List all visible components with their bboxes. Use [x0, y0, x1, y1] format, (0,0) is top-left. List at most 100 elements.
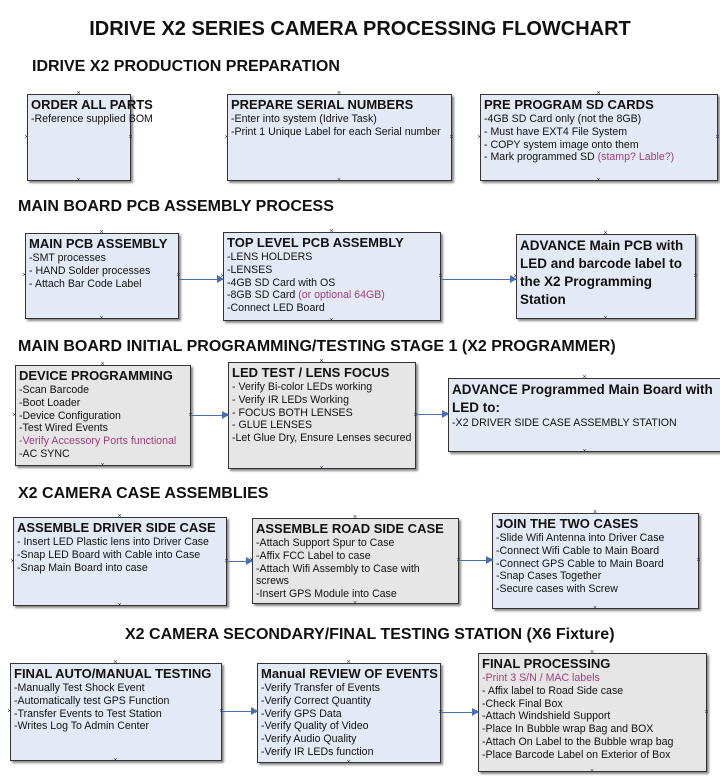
box-line: -Device Configuration [19, 410, 187, 423]
line-text: - Mark programmed SD [484, 151, 598, 164]
connection-handle-icon: × [100, 462, 105, 469]
line-text: -X2 DRIVER SIDE CASE ASSEMBLY STATION [452, 417, 677, 429]
box-line: -Secure cases with Screw [496, 583, 695, 596]
line-text: - Attach Bar Code Label [29, 277, 142, 290]
box-line: -Scan Barcode [19, 384, 187, 397]
connection-handle-icon: × [346, 759, 351, 766]
connection-handle-icon: × [329, 228, 334, 235]
box-line: - FOCUS BOTH LENSES [232, 407, 412, 420]
line-text: -Enter into system (Idrive Task) [231, 113, 377, 125]
line-text: -LENSES [227, 263, 273, 276]
line-text: -Let Glue Dry, Ensure Lenses secured [232, 432, 412, 445]
connection-handle-icon: × [188, 412, 193, 419]
box-line: - Attach Bar Code Label [29, 278, 175, 291]
box-title: ADVANCE Programmed Main Board with LED t… [452, 382, 713, 415]
process-box: MAIN PCB ASSEMBLY -SMT processes - HAND S… [25, 233, 179, 319]
connection-handle-icon: × [592, 509, 598, 516]
connection-handle-icon: × [413, 411, 418, 419]
connection-handle-icon: × [128, 133, 133, 141]
process-box: FINAL PROCESSING -Print 3 S/N / MAC labe… [478, 653, 707, 772]
line-text: -Affix FCC Label to case [256, 549, 371, 562]
connection-handle-icon: × [219, 708, 224, 715]
box-line: screws [256, 575, 455, 588]
section-heading: IDRIVE X2 PRODUCTION PREPARATION [32, 58, 340, 75]
section-heading: MAIN BOARD PCB ASSEMBLY PROCESS [18, 198, 334, 215]
connection-handle-icon: × [438, 272, 443, 280]
line-text: - Affix label to Road Side case [482, 684, 624, 697]
flow-arrow-icon [222, 707, 258, 715]
box-line: - Verify IR LEDs Working [232, 394, 412, 407]
box-title: LED TEST / LENS FOCUS [232, 365, 390, 380]
connection-handle-icon: × [22, 272, 27, 279]
connection-handle-icon: × [99, 229, 104, 236]
connection-handle-icon: × [704, 708, 709, 716]
box-title: JOIN THE TWO CASES [496, 516, 639, 531]
section-heading: X2 CAMERA SECONDARY/FINAL TESTING STATIO… [125, 626, 615, 643]
connection-handle-icon: × [76, 90, 81, 97]
connection-handle-icon: × [592, 605, 598, 612]
line-text: - GLUE LENSES [232, 419, 313, 432]
box-line: -Snap Main Board into case [17, 562, 223, 575]
line-text: -Attach Wifi Assembly to Case with [256, 562, 420, 575]
line-text: -AC SYNC [19, 447, 70, 460]
line-text: -Print 1 Unique Label for each Serial nu… [231, 125, 441, 138]
box-line: -Insert GPS Module into Case [256, 588, 455, 601]
process-box: DEVICE PROGRAMMING -Scan Barcode -Boot Loa… [15, 365, 191, 466]
box-line: -Verify Accessory Ports functional [19, 435, 187, 448]
connection-handle-icon: × [693, 272, 698, 280]
box-line: -Check Final Box [482, 698, 703, 711]
process-box: PREPARE SERIAL NUMBERS -Enter into system… [227, 94, 452, 181]
box-line: -Snap Cases Together [496, 570, 695, 583]
line-text: -Place In Bubble wrap Bag and BOX [482, 723, 654, 736]
connection-handle-icon: × [589, 768, 595, 775]
line-note: -Verify Accessory Ports functional [19, 435, 177, 448]
box-line: -LENSES [227, 264, 437, 277]
box-line: -Reference supplied BOM [31, 113, 153, 126]
line-text: -Snap Cases Together [496, 570, 602, 583]
connection-handle-icon: × [224, 558, 229, 565]
connection-handle-icon: × [477, 133, 482, 141]
line-text: -Connect Wifi Cable to Main Board [496, 544, 660, 557]
connection-handle-icon: × [329, 317, 334, 324]
connection-handle-icon: × [12, 411, 17, 419]
section-heading: MAIN BOARD INITIAL PROGRAMMING/TESTING S… [18, 338, 616, 355]
connection-handle-icon: × [582, 374, 587, 381]
box-line: -Enter into system (Idrive Task) [231, 113, 448, 126]
flowchart-title: IDRIVE X2 SERIES CAMERA PROCESSING FLOWC… [89, 18, 631, 40]
line-text: -Snap Main Board into case [17, 561, 148, 574]
line-text: - Must have EXT4 File System [484, 125, 628, 138]
process-box: ASSEMBLE DRIVER SIDE CASE - Insert LED Pl… [13, 517, 227, 606]
connection-handle-icon: × [596, 90, 601, 97]
connection-handle-icon: × [100, 361, 105, 368]
box-title: TOP LEVEL PCB ASSEMBLY [227, 235, 404, 250]
line-note: -Print 3 S/N / MAC labels [482, 672, 600, 684]
line-text: - FOCUS BOTH LENSES [232, 406, 353, 419]
box-line: -Verify Correct Quantity [261, 695, 437, 708]
process-box: ORDER ALL PARTS -Reference supplied BOM [27, 94, 153, 181]
line-text: -Verify Quality of Video [261, 720, 369, 733]
line-text: - HAND Solder processes [29, 264, 151, 277]
box-line: - COPY system image onto them [484, 139, 714, 152]
box-title: ORDER ALL PARTS [31, 97, 153, 112]
box-line: -Attach On Label to the Bubble wrap bag [482, 736, 703, 749]
flow-arrow-icon [441, 275, 517, 283]
connection-handle-icon: × [589, 649, 595, 656]
box-title: Manual REVIEW OF EVENTS [261, 666, 438, 681]
line-text: -Scan Barcode [19, 384, 90, 396]
box-line: - Must have EXT4 File System [484, 126, 714, 139]
box-line: -Attach Wifi Assembly to Case with [256, 563, 455, 576]
box-line: -Transfer Events to Test Station [14, 708, 218, 721]
flow-arrow-icon [416, 410, 449, 418]
line-text: -Transfer Events to Test Station [14, 707, 162, 720]
process-box: FINAL AUTO/MANUAL TESTING -Manually Test … [10, 663, 222, 761]
box-line: -4GB SD Card with OS [227, 277, 437, 290]
box-line: -Affix FCC Label to case [256, 550, 455, 563]
line-text: -Connect LED Board [227, 302, 325, 315]
box-line: - GLUE LENSES [232, 419, 412, 432]
box-line: -Verify Transfer of Events [261, 682, 437, 695]
process-box: TOP LEVEL PCB ASSEMBLY -LENS HOLDERS -LENS… [223, 232, 441, 321]
box-title: MAIN PCB ASSEMBLY [29, 236, 168, 251]
box-line: -LENS HOLDERS [227, 251, 437, 264]
process-box: PRE PROGRAM SD CARDS -4GB SD Card only (n… [480, 94, 718, 181]
